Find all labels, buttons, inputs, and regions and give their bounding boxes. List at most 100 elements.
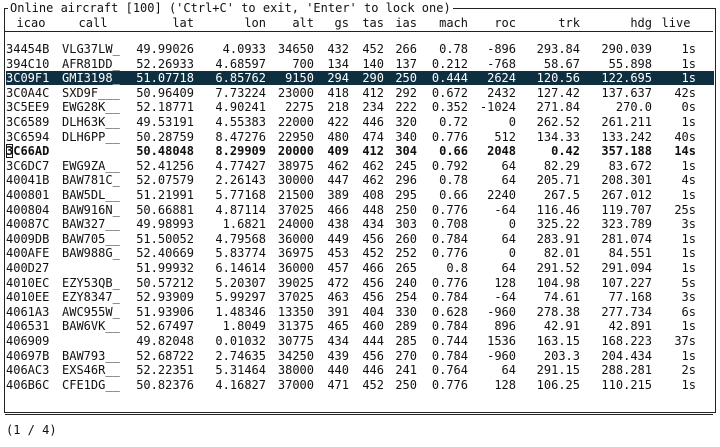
cell-alt: 31375 (277, 319, 314, 334)
table-row[interactable]: 406AC3 EXS46R__ 52.22351 5.31464 38000 440 446… (6, 363, 714, 377)
cell-alt: 13350 (277, 304, 314, 319)
cell-lat: 52.18771 (136, 100, 194, 115)
cell-lon: 1.6821 (222, 217, 266, 232)
cell-lat: 51.99932 (136, 261, 194, 275)
cell-alt: 20000 (277, 144, 314, 159)
table-row[interactable]: 3C5EE9 EWG28K__ 52.18771 4.90241 2275 218 234 2… (6, 100, 714, 114)
cell-ias: 254 (395, 290, 417, 305)
cell-icao: 400AFE (6, 246, 50, 261)
cell-lon: 4.87114 (215, 202, 266, 217)
table-row[interactable]: 40697B BAW793__ 52.68722 2.74635 34250 439 456… (6, 349, 714, 363)
cell-roc: 1536 (487, 334, 516, 348)
cell-call: BAW705__ (62, 231, 120, 246)
cell-ias: 222 (395, 100, 417, 115)
table-row[interactable]: 4009DB BAW705__ 51.50052 4.79568 36000 449 456… (6, 232, 714, 246)
cell-ias: 252 (395, 246, 417, 261)
cell-trk: 42.91 (543, 319, 580, 334)
table-row[interactable]: 3C6594 DLH6PP__ 50.28759 8.47276 22950 480 474… (6, 130, 714, 144)
table-row[interactable]: 3C6589 DLH63K__ 49.53191 4.55383 22000 422 446… (6, 115, 714, 129)
cell-live: 37s (674, 334, 696, 348)
cell-mach: 0.744 (431, 334, 468, 348)
cell-lon: 1.8049 (222, 319, 266, 334)
cell-gs: 432 (327, 42, 349, 56)
cell-alt: 700 (292, 56, 314, 71)
cell-hdg: 208.301 (601, 173, 652, 188)
cell-hdg: 42.891 (608, 319, 652, 334)
cell-icao: 4009DB (6, 231, 50, 246)
table-row-selected[interactable]: 3C09F1 GMI3198_ 51.07718 6.85762 9150 294 290 2… (6, 71, 714, 86)
table-row[interactable]: 3C66AD 50.48048 8.29909 20000 409 412 304 0.66 2… (6, 144, 714, 159)
table-row[interactable]: 3C6DC7 EWG9ZA__ 52.41256 4.77427 38975 462 462… (6, 159, 714, 173)
cell-mach: 0.776 (431, 202, 468, 217)
table-row[interactable]: 4010EC EZY53QB_ 50.57212 5.20307 39025 472 456… (6, 276, 714, 290)
cell-lat: 51.07718 (136, 71, 194, 86)
table-row[interactable]: 4010EE EZY8347_ 52.93909 5.99297 37025 463 456… (6, 290, 714, 304)
table-row[interactable]: 406909 49.82048 0.01032 30775 434 444 285 0.744… (6, 334, 714, 348)
cell-roc: 2048 (487, 144, 516, 159)
table-row[interactable]: 394C10 AFR81DD_ 52.26933 4.68597 700 134 140 13… (6, 57, 714, 71)
cell-call: GMI3198_ (62, 71, 120, 86)
cell-icao: 3C6DC7 (6, 158, 50, 173)
cell-tas: 290 (362, 71, 384, 86)
cell-gs: 471 (327, 377, 349, 392)
cell-trk: 278.38 (536, 304, 580, 319)
cell-icao: 34454B (6, 42, 50, 56)
table-row[interactable]: 406B6C CFE1DG__ 50.82376 4.16827 37000 471 452… (6, 378, 714, 392)
cell-tas: 234 (362, 100, 384, 115)
cell-icao: 400D27 (6, 261, 50, 275)
cell-lat: 52.68722 (136, 348, 194, 363)
cell-lat: 52.22351 (136, 363, 194, 378)
cell-hdg: 267.012 (601, 188, 652, 202)
cell-lat: 49.99026 (136, 42, 194, 56)
table-row[interactable]: 40041B BAW781C_ 52.07579 2.26143 30000 447 462… (6, 173, 714, 187)
table-row[interactable]: 34454B VLG37LW_ 49.99026 4.0933 34650 432 452 2… (6, 42, 714, 56)
cell-icao: 3C6589 (6, 115, 50, 129)
cell-lat: 49.98993 (136, 217, 194, 232)
cell-icao: 40087C (6, 217, 50, 232)
cell-hdg: 122.695 (601, 71, 652, 86)
table-row[interactable]: 400801 BAW5DL__ 51.21991 5.77168 21500 389 408… (6, 188, 714, 202)
cell-alt: 30775 (277, 334, 314, 348)
cell-lon: 4.0933 (222, 42, 266, 56)
cell-icao: 3C66AD (6, 144, 50, 159)
cell-icao: 406531 (6, 319, 50, 334)
column-header-tas: tas (362, 16, 384, 30)
cell-tas: 460 (362, 319, 384, 334)
cell-hdg: 357.188 (601, 144, 652, 159)
cell-lon: 5.31464 (215, 363, 266, 378)
cell-icao: 406AC3 (6, 363, 50, 378)
cell-ias: 250 (395, 377, 417, 392)
cell-live: 40s (674, 129, 696, 144)
cell-ias: 245 (395, 158, 417, 173)
cell-tas: 140 (362, 56, 384, 71)
cell-tas: 404 (362, 304, 384, 319)
table-row[interactable]: 406531 BAW6VK__ 52.67497 1.8049 31375 465 460 2… (6, 319, 714, 333)
cell-gs: 466 (327, 202, 349, 217)
table-row[interactable]: 400804 BAW916N_ 50.66881 4.87114 37025 466 448… (6, 203, 714, 217)
cell-ias: 303 (395, 217, 417, 232)
cell-lat: 52.26933 (136, 56, 194, 71)
cell-trk: 262.52 (536, 115, 580, 129)
cell-lat: 50.28759 (136, 129, 194, 144)
cell-alt: 34650 (277, 42, 314, 56)
cell-trk: 293.84 (536, 42, 580, 56)
table-row[interactable]: 400D27 51.99932 6.14614 36000 457 466 265 0.8 64… (6, 261, 714, 275)
table-row[interactable]: 4061A3 AWC955W_ 51.93906 1.48346 13350 391 404… (6, 305, 714, 319)
cell-lat: 49.82048 (136, 334, 194, 348)
cell-alt: 34250 (277, 348, 314, 363)
cell-trk: 120.56 (536, 71, 580, 86)
cell-tas: 448 (362, 202, 384, 217)
table-row[interactable]: 40087C BAW327__ 49.98993 1.6821 24000 438 434 3… (6, 217, 714, 231)
table-row[interactable]: 3C0A4C SXD9F___ 50.96409 7.73224 23000 418 412… (6, 86, 714, 100)
cell-icao: 406B6C (6, 377, 50, 392)
cell-roc: -1024 (479, 100, 516, 115)
cell-trk: 291.52 (536, 261, 580, 275)
cell-tas: 462 (362, 173, 384, 188)
cell-live: 1s (681, 319, 696, 334)
cell-roc: 0 (508, 246, 516, 261)
cell-icao: 400804 (6, 202, 50, 217)
table-row[interactable]: 400AFE BAW988G_ 52.40669 5.83774 36975 453 452… (6, 246, 714, 260)
cell-ias: 137 (395, 56, 417, 71)
cell-trk: 283.91 (536, 231, 580, 246)
cell-icao: 3C0A4C (6, 85, 50, 100)
